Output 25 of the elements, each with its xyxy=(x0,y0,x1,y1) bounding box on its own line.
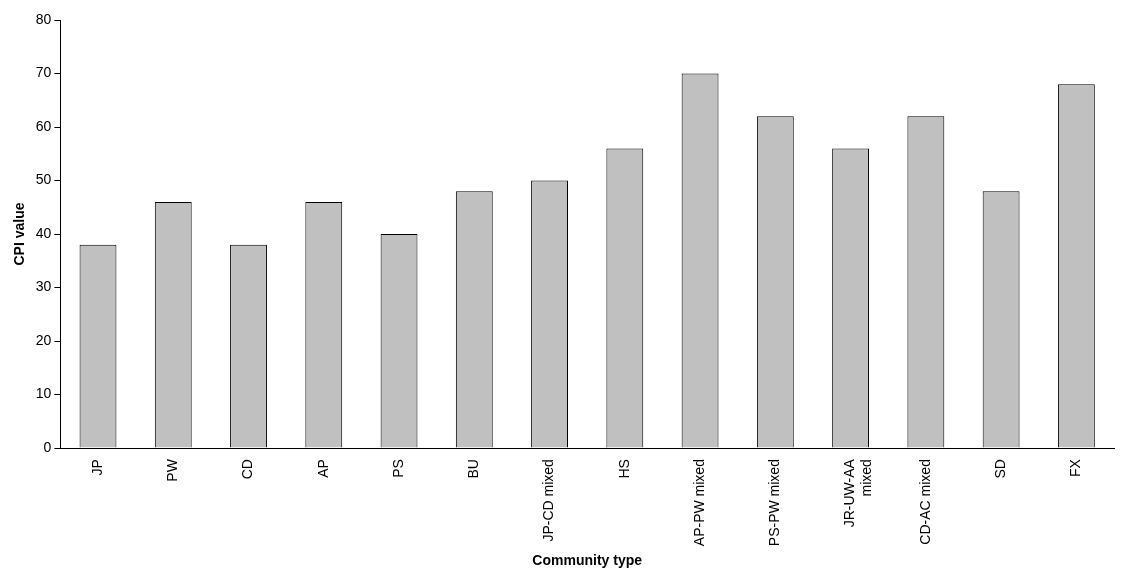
x-tick-label: JR-UW-AA mixed xyxy=(841,458,875,528)
y-axis-title: CPI value xyxy=(11,202,28,266)
y-tick-label: 40 xyxy=(35,224,52,241)
x-tick-label: BU xyxy=(465,459,482,479)
x-axis-title: Community type xyxy=(532,552,643,569)
x-tick-label: JP xyxy=(88,459,105,476)
x-tick-label: HS xyxy=(615,459,632,479)
x-tick-label: SD xyxy=(991,459,1008,479)
y-tick-label: 30 xyxy=(35,278,52,295)
y-tick-label: 60 xyxy=(35,117,52,134)
x-tick-label: AP xyxy=(314,459,331,478)
y-tick-label: 10 xyxy=(35,385,52,402)
x-tick-label: PS-PW mixed xyxy=(766,459,783,547)
x-tick-label: CD xyxy=(239,459,256,480)
y-tick-label: 0 xyxy=(43,438,52,455)
x-tick-label: FX xyxy=(1067,458,1084,477)
y-tick-label: 20 xyxy=(35,331,52,348)
x-tick-label: PS xyxy=(389,459,406,478)
x-tick-label: PW xyxy=(164,458,181,482)
x-tick-label: AP-PW mixed xyxy=(690,459,707,547)
y-tick-label: 80 xyxy=(35,10,52,27)
x-tick-label: CD-AC mixed xyxy=(916,459,933,545)
x-tick-label: JP-CD mixed xyxy=(540,459,557,542)
y-tick-label: 70 xyxy=(35,64,52,81)
y-tick-label: 50 xyxy=(35,171,52,188)
